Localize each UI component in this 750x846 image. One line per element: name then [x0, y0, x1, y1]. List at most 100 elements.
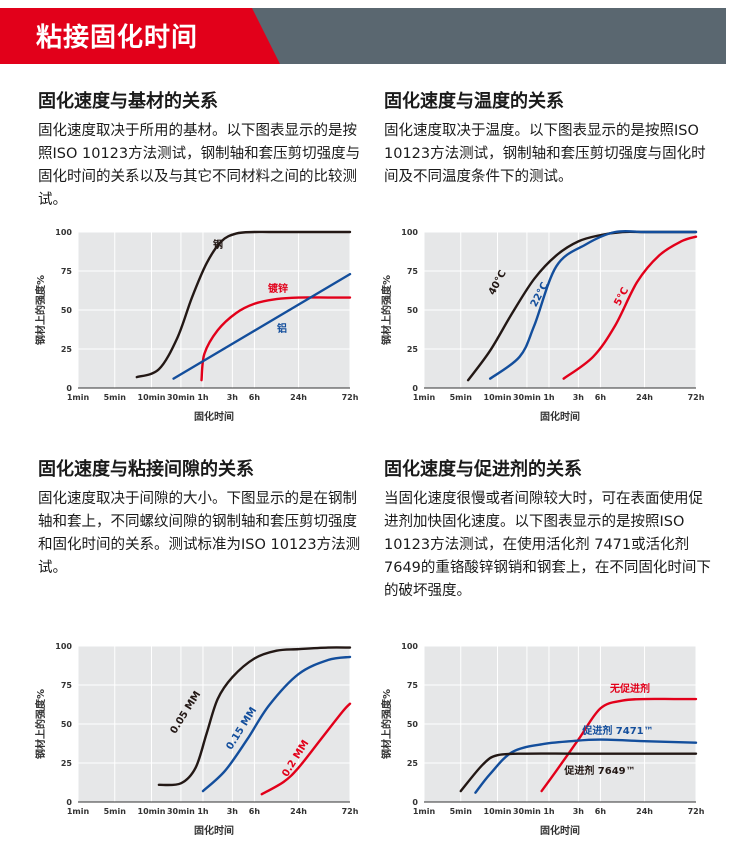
x-tick-label: 1h — [197, 807, 209, 816]
series-line — [135, 230, 352, 379]
x-axis-label: 固化时间 — [540, 410, 580, 423]
series-line — [459, 752, 698, 793]
x-tick-label: 6h — [595, 807, 607, 816]
chart-svg: 0 25 50 75 100 1min 5min 10min 30min 1h 3h 6h 24h 72h… — [34, 228, 359, 423]
x-tick-label: 1min — [413, 393, 436, 402]
x-tick-label: 10min — [138, 807, 166, 816]
series-line — [201, 655, 352, 793]
x-tick-label: 1min — [67, 393, 90, 402]
x-tick-label: 10min — [484, 807, 512, 816]
y-axis-label: 钢材上的强度% — [380, 275, 393, 345]
series-label: 铝 — [277, 322, 287, 335]
chart-gap: 0 25 50 75 100 1min 5min 10min 30min 1h 3h 6h 24h 72h… — [30, 636, 360, 846]
section-text: 固化速度取决于所用的基材。以下图表显示的是按照ISO 10123方法测试，钢制轴… — [38, 123, 361, 208]
series-line — [260, 702, 352, 796]
section-text: 固化速度取决于温度。以下图表显示的是按照ISO 10123方法测试，钢制轴和套压… — [384, 123, 706, 185]
x-tick-label: 5min — [104, 393, 127, 402]
series-line — [488, 229, 698, 380]
y-tick-label: 25 — [61, 345, 73, 354]
series-line — [200, 296, 352, 382]
y-tick-label: 100 — [401, 642, 418, 651]
y-tick-label: 0 — [66, 384, 72, 393]
y-tick-label: 75 — [407, 267, 419, 276]
chart-svg: 0 25 50 75 100 1min 5min 10min 30min 1h 3h 6h 24h 72h… — [380, 642, 705, 837]
x-tick-label: 72h — [688, 807, 705, 816]
y-tick-label: 0 — [412, 384, 418, 393]
y-tick-label: 25 — [407, 759, 419, 768]
y-tick-label: 50 — [407, 720, 419, 729]
x-tick-label: 1h — [197, 393, 209, 402]
series-label: 促进剂 7649™ — [563, 764, 635, 777]
y-tick-label: 75 — [61, 681, 73, 690]
chart-temperature: 0 25 50 75 100 1min 5min 10min 30min 1h 3h 6h 24h 72h… — [376, 222, 706, 432]
series-line — [474, 738, 698, 794]
section-title: 固化速度与温度的关系 — [384, 91, 564, 112]
y-tick-label: 50 — [61, 720, 73, 729]
y-tick-label: 100 — [401, 228, 418, 237]
banner-gray-band — [200, 8, 726, 64]
y-tick-label: 75 — [407, 681, 419, 690]
section-text: 当固化速度很慢或者间隙较大时，可在表面使用促进剂加快固化速度。以下图表显示的是按… — [384, 491, 711, 599]
y-tick-label: 100 — [55, 228, 72, 237]
series-label: 促进剂 7471™ — [581, 724, 653, 737]
x-tick-label: 5min — [104, 807, 127, 816]
x-tick-label: 72h — [342, 393, 359, 402]
series-label: 无促进剂 — [609, 682, 650, 695]
x-tick-label: 24h — [290, 393, 307, 402]
banner-red-band — [0, 8, 280, 64]
chart-svg: 0 25 50 75 100 1min 5min 10min 30min 1h 3h 6h 24h 72h… — [34, 642, 359, 837]
x-axis-label: 固化时间 — [540, 824, 580, 837]
series-line — [562, 235, 698, 380]
x-tick-label: 24h — [290, 807, 307, 816]
x-tick-label: 5min — [450, 807, 473, 816]
y-tick-label: 100 — [55, 642, 72, 651]
series-label: 钢 — [213, 238, 223, 251]
y-tick-label: 0 — [66, 798, 72, 807]
section-gap: 固化速度与粘接间隙的关系 固化速度取决于间隙的大小。下图显示的是在钢制轴和套上，… — [38, 458, 368, 580]
x-tick-label: 6h — [595, 393, 607, 402]
x-tick-label: 3h — [573, 393, 585, 402]
x-tick-label: 24h — [636, 393, 653, 402]
y-tick-label: 0 — [412, 798, 418, 807]
section-substrate: 固化速度与基材的关系 固化速度取决于所用的基材。以下图表显示的是按照ISO 10… — [38, 90, 368, 212]
x-tick-label: 30min — [167, 807, 195, 816]
section-title: 固化速度与促进剂的关系 — [384, 459, 582, 480]
section-title: 固化速度与基材的关系 — [38, 91, 218, 112]
x-tick-label: 6h — [249, 807, 261, 816]
chart-svg: 0 25 50 75 100 1min 5min 10min 30min 1h 3h 6h 24h 72h… — [380, 228, 705, 423]
x-tick-label: 30min — [167, 393, 195, 402]
y-axis-label: 钢材上的强度% — [34, 275, 47, 345]
y-axis-label: 钢材上的强度% — [380, 689, 393, 759]
x-tick-label: 30min — [513, 393, 541, 402]
x-tick-label: 3h — [573, 807, 585, 816]
y-tick-label: 25 — [61, 759, 73, 768]
x-tick-label: 6h — [249, 393, 261, 402]
series-line — [172, 272, 352, 380]
x-tick-label: 1min — [413, 807, 436, 816]
x-tick-label: 3h — [227, 393, 239, 402]
header-banner: 粘接固化时间 — [0, 0, 750, 74]
x-tick-label: 30min — [513, 807, 541, 816]
series-label: 镀锌 — [268, 282, 288, 295]
x-tick-label: 10min — [484, 393, 512, 402]
x-tick-label: 5min — [450, 393, 473, 402]
section-title: 固化速度与粘接间隙的关系 — [38, 459, 254, 480]
x-tick-label: 24h — [636, 807, 653, 816]
series-line — [157, 646, 352, 787]
y-axis-label: 钢材上的强度% — [34, 689, 47, 759]
x-tick-label: 1min — [67, 807, 90, 816]
x-tick-label: 1h — [543, 393, 555, 402]
section-accelerator: 固化速度与促进剂的关系 当固化速度很慢或者间隙较大时，可在表面使用促进剂加快固化… — [384, 458, 714, 603]
page-title: 粘接固化时间 — [36, 23, 199, 53]
y-tick-label: 25 — [407, 345, 419, 354]
x-axis-label: 固化时间 — [194, 824, 234, 837]
section-temperature: 固化速度与温度的关系 固化速度取决于温度。以下图表显示的是按照ISO 10123… — [384, 90, 714, 189]
x-tick-label: 1h — [543, 807, 555, 816]
x-tick-label: 3h — [227, 807, 239, 816]
section-text: 固化速度取决于间隙的大小。下图显示的是在钢制轴和套上，不同螺纹间隙的钢制轴和套压… — [38, 491, 361, 576]
x-tick-label: 10min — [138, 393, 166, 402]
x-tick-label: 72h — [688, 393, 705, 402]
x-tick-label: 72h — [342, 807, 359, 816]
chart-accelerator: 0 25 50 75 100 1min 5min 10min 30min 1h 3h 6h 24h 72h… — [376, 636, 706, 846]
y-tick-label: 50 — [407, 306, 419, 315]
